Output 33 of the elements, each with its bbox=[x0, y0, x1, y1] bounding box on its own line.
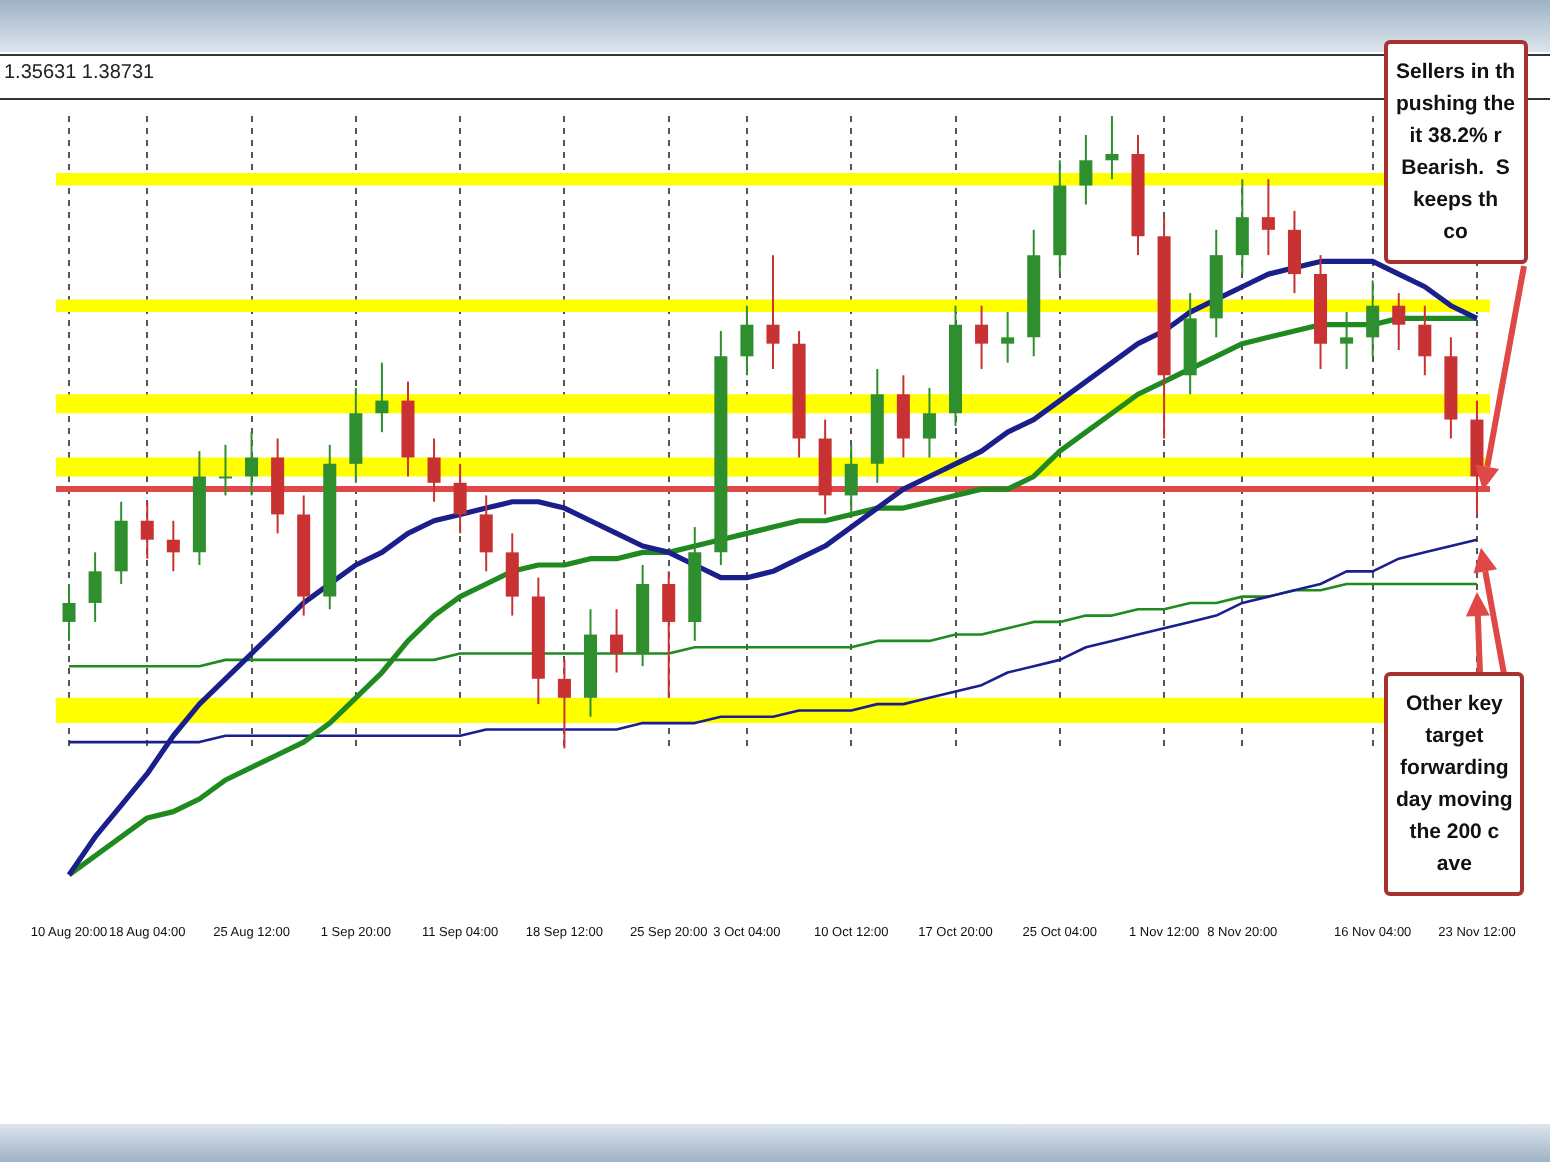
candlestick bbox=[1392, 292, 1406, 351]
candlestick bbox=[922, 386, 936, 459]
candlestick bbox=[1261, 178, 1275, 257]
candlestick bbox=[427, 437, 441, 503]
candlestick bbox=[479, 494, 493, 573]
candlestick bbox=[1287, 209, 1301, 295]
candlestick bbox=[1418, 304, 1432, 377]
candlestick bbox=[1001, 311, 1015, 364]
candlestick bbox=[662, 570, 676, 699]
candlestick bbox=[62, 582, 76, 642]
candlestick bbox=[844, 443, 858, 516]
candlestick bbox=[1079, 133, 1093, 206]
text: 1.35631 1.38731 bbox=[4, 62, 155, 84]
candlestick bbox=[1235, 178, 1249, 276]
candlestick bbox=[1340, 311, 1354, 370]
candlestick bbox=[557, 658, 571, 750]
candlestick bbox=[505, 532, 519, 617]
candlestick bbox=[1366, 279, 1380, 358]
candlestick bbox=[975, 304, 989, 370]
candlestick bbox=[610, 608, 624, 674]
candlestick bbox=[140, 500, 154, 560]
candlestick bbox=[766, 254, 780, 370]
candlestick bbox=[166, 519, 180, 573]
candlestick bbox=[218, 443, 232, 497]
annotation: Other key target forwarding day moving the 200 c ave bbox=[1384, 672, 1525, 896]
candlestick bbox=[740, 304, 754, 377]
annotation: Sellers in th pushing the it 38.2% r Bearish. S keeps th co bbox=[1384, 40, 1528, 264]
candlestick bbox=[245, 431, 259, 497]
candlestick bbox=[453, 462, 467, 535]
candlestick bbox=[896, 374, 910, 459]
candlestick bbox=[88, 551, 102, 623]
candlestick bbox=[1105, 115, 1119, 181]
candlestick bbox=[375, 361, 389, 434]
